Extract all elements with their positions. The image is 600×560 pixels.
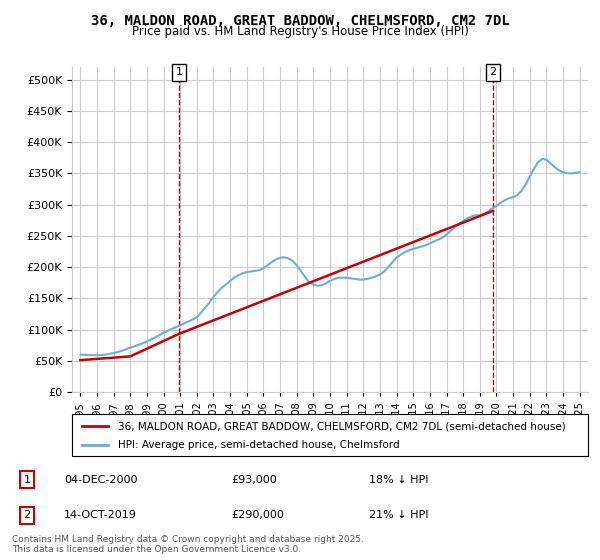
Text: 36, MALDON ROAD, GREAT BADDOW, CHELMSFORD, CM2 7DL (semi-detached house): 36, MALDON ROAD, GREAT BADDOW, CHELMSFOR…	[118, 421, 566, 431]
Text: 21% ↓ HPI: 21% ↓ HPI	[369, 510, 428, 520]
Text: 18% ↓ HPI: 18% ↓ HPI	[369, 474, 428, 484]
Text: Price paid vs. HM Land Registry's House Price Index (HPI): Price paid vs. HM Land Registry's House …	[131, 25, 469, 38]
Text: 36, MALDON ROAD, GREAT BADDOW, CHELMSFORD, CM2 7DL: 36, MALDON ROAD, GREAT BADDOW, CHELMSFOR…	[91, 14, 509, 28]
Text: £290,000: £290,000	[231, 510, 284, 520]
Text: 04-DEC-2000: 04-DEC-2000	[64, 474, 137, 484]
Text: HPI: Average price, semi-detached house, Chelmsford: HPI: Average price, semi-detached house,…	[118, 440, 400, 450]
Text: Contains HM Land Registry data © Crown copyright and database right 2025.
This d: Contains HM Land Registry data © Crown c…	[12, 535, 364, 554]
Text: 1: 1	[175, 67, 182, 77]
Text: 1: 1	[23, 474, 31, 484]
Text: £93,000: £93,000	[231, 474, 277, 484]
Text: 2: 2	[23, 510, 31, 520]
Text: 14-OCT-2019: 14-OCT-2019	[64, 510, 137, 520]
Text: 2: 2	[490, 67, 497, 77]
FancyBboxPatch shape	[72, 414, 588, 456]
